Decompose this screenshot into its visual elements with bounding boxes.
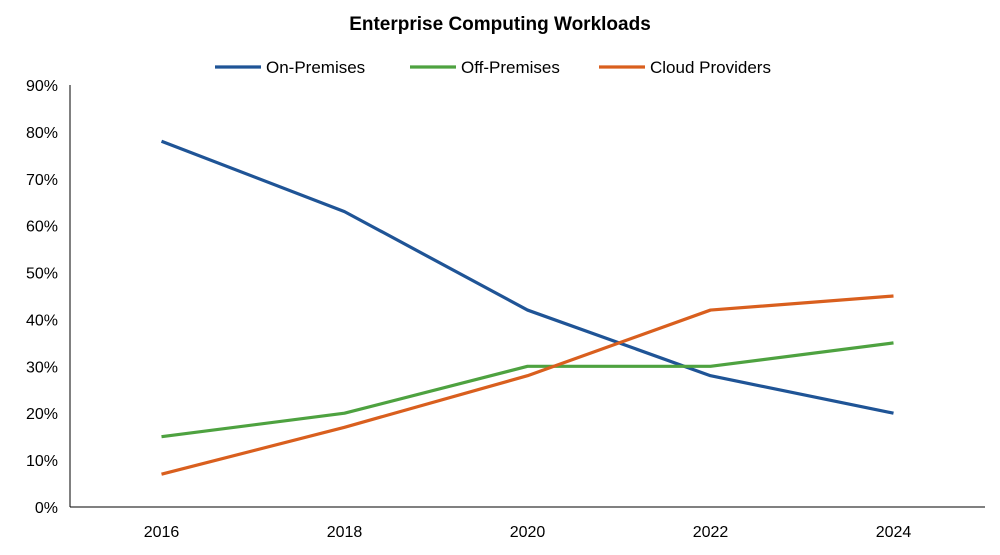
y-tick-label: 60% bbox=[26, 219, 58, 236]
series-layer bbox=[160, 139, 894, 476]
y-tick-label: 0% bbox=[35, 500, 58, 517]
legend-label-cloud-providers: Cloud Providers bbox=[650, 58, 771, 77]
legend-label-off-premises: Off-Premises bbox=[461, 58, 560, 77]
series-line-on-premises bbox=[160, 139, 894, 415]
y-tick-label: 40% bbox=[26, 312, 58, 329]
legend-label-on-premises: On-Premises bbox=[266, 58, 365, 77]
x-tick-label: 2018 bbox=[327, 524, 363, 541]
legend: On-Premises Off-Premises Cloud Providers bbox=[215, 58, 771, 77]
y-tick-label: 70% bbox=[26, 172, 58, 189]
y-tick-label: 50% bbox=[26, 266, 58, 283]
y-tick-label: 30% bbox=[26, 359, 58, 376]
axes: 0% 10% 20% 30% 40% 50% 60% 70% 80% 90% 2016 2018 202… bbox=[26, 78, 985, 541]
x-tick-label: 2022 bbox=[693, 524, 729, 541]
series-line-cloud-providers bbox=[161, 294, 894, 476]
y-tick-label: 20% bbox=[26, 406, 58, 423]
x-tick-label: 2024 bbox=[876, 524, 912, 541]
series-line-off-premises bbox=[161, 341, 894, 439]
y-tick-label: 80% bbox=[26, 125, 58, 142]
x-tick-label: 2020 bbox=[510, 524, 546, 541]
y-tick-label: 10% bbox=[26, 453, 58, 470]
x-tick-label: 2016 bbox=[144, 524, 180, 541]
y-tick-label: 90% bbox=[26, 78, 58, 95]
chart-title: Enterprise Computing Workloads bbox=[349, 14, 651, 35]
